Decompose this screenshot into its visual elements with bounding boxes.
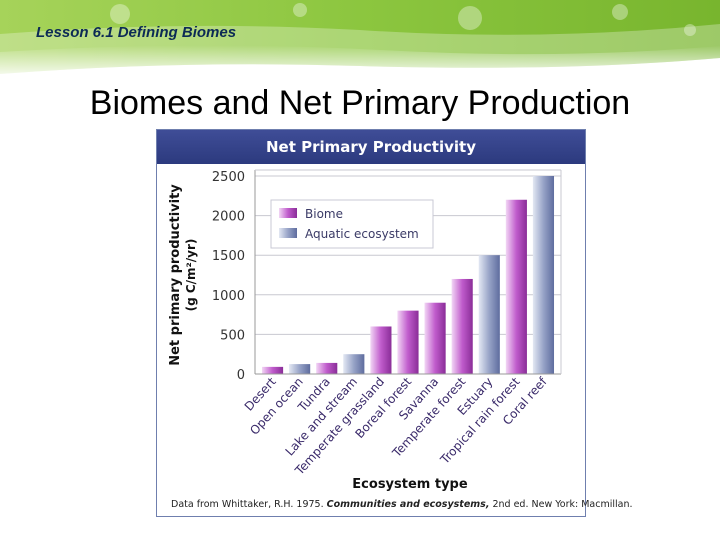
source-citation: Data from Whittaker, R.H. 1975. Communit… <box>171 499 633 510</box>
bar-boreal-forest <box>397 310 419 374</box>
bar-desert <box>261 366 284 374</box>
bar-estuary <box>478 255 500 374</box>
source-prefix: Data from Whittaker, R.H. 1975. <box>171 499 327 510</box>
slide-title: Biomes and Net Primary Production <box>89 84 631 122</box>
legend-swatch-biome <box>279 208 297 218</box>
y-tick-labels: 0 500 1000 1500 2000 2500 <box>212 170 245 383</box>
bars <box>261 176 555 374</box>
y-tick-label: 0 <box>237 368 245 383</box>
x-axis-label: Ecosystem type <box>352 477 468 492</box>
legend-label-biome: Biome <box>305 207 343 221</box>
lesson-label: Lesson 6.1 Defining Biomes <box>36 24 237 41</box>
axes <box>254 169 562 375</box>
y-axis-label-line2: (g C/m²/yr) <box>184 239 198 312</box>
y-tick-label: 2500 <box>212 170 245 185</box>
y-tick-label: 1000 <box>212 289 245 304</box>
header-banner <box>0 0 720 80</box>
chart-header-bar <box>157 130 585 164</box>
legend-label-aquatic: Aquatic ecosystem <box>305 227 419 241</box>
bar-temperate-forest <box>451 278 473 374</box>
y-axis-label-line1: Net primary productivity <box>168 184 183 366</box>
source-suffix: 2nd ed. New York: Macmillan. <box>489 499 633 510</box>
source-title: Communities and ecosystems, <box>326 499 490 510</box>
bar-open-ocean <box>289 364 311 374</box>
legend: Biome Aquatic ecosystem <box>270 199 434 249</box>
bar-lake-and-stream <box>343 354 365 374</box>
bar-tundra <box>316 362 338 374</box>
chart-title: Net Primary Productivity <box>266 138 476 156</box>
bar-coral-reef <box>532 176 555 374</box>
bar-temperate-grassland <box>370 326 392 374</box>
legend-box <box>270 199 434 249</box>
y-tick-label: 1500 <box>212 249 245 264</box>
bar-savanna <box>424 302 446 374</box>
y-tick-label: 500 <box>220 328 245 343</box>
y-tick-label: 2000 <box>212 210 245 225</box>
chart-figure: Net Primary Productivity 0 500 1000 1500 200… <box>156 129 633 517</box>
legend-swatch-aquatic <box>279 228 297 238</box>
bar-tropical-rain-forest <box>505 199 527 374</box>
